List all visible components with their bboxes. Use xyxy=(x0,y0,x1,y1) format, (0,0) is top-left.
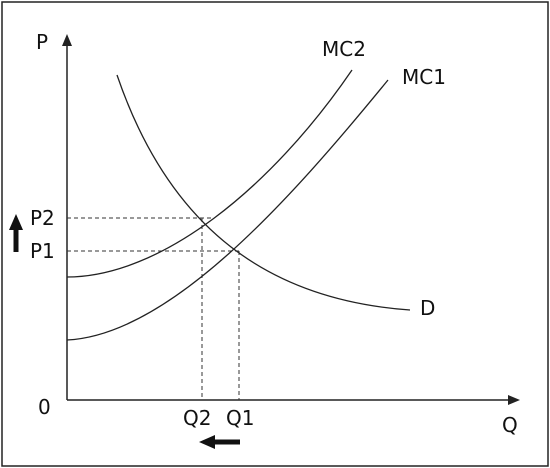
quantity-left-arrowhead xyxy=(199,435,215,449)
q2-label: Q2 xyxy=(183,406,211,430)
q1-label: Q1 xyxy=(226,406,254,430)
demand-curve xyxy=(116,74,411,311)
price-up-arrowhead xyxy=(9,214,23,230)
demand-label: D xyxy=(420,296,435,320)
mc1-curve xyxy=(66,79,389,341)
p2-label: P2 xyxy=(30,206,55,230)
y-axis-label: P xyxy=(36,30,48,54)
mc2-curve xyxy=(66,69,353,278)
origin-label: 0 xyxy=(38,395,51,419)
p1-label: P1 xyxy=(30,239,55,263)
mc2-label: MC2 xyxy=(322,37,366,61)
y-axis-arrow xyxy=(62,34,72,46)
x-axis-arrow xyxy=(508,395,520,405)
mc1-label: MC1 xyxy=(402,65,446,89)
x-axis-label: Q xyxy=(502,413,518,437)
